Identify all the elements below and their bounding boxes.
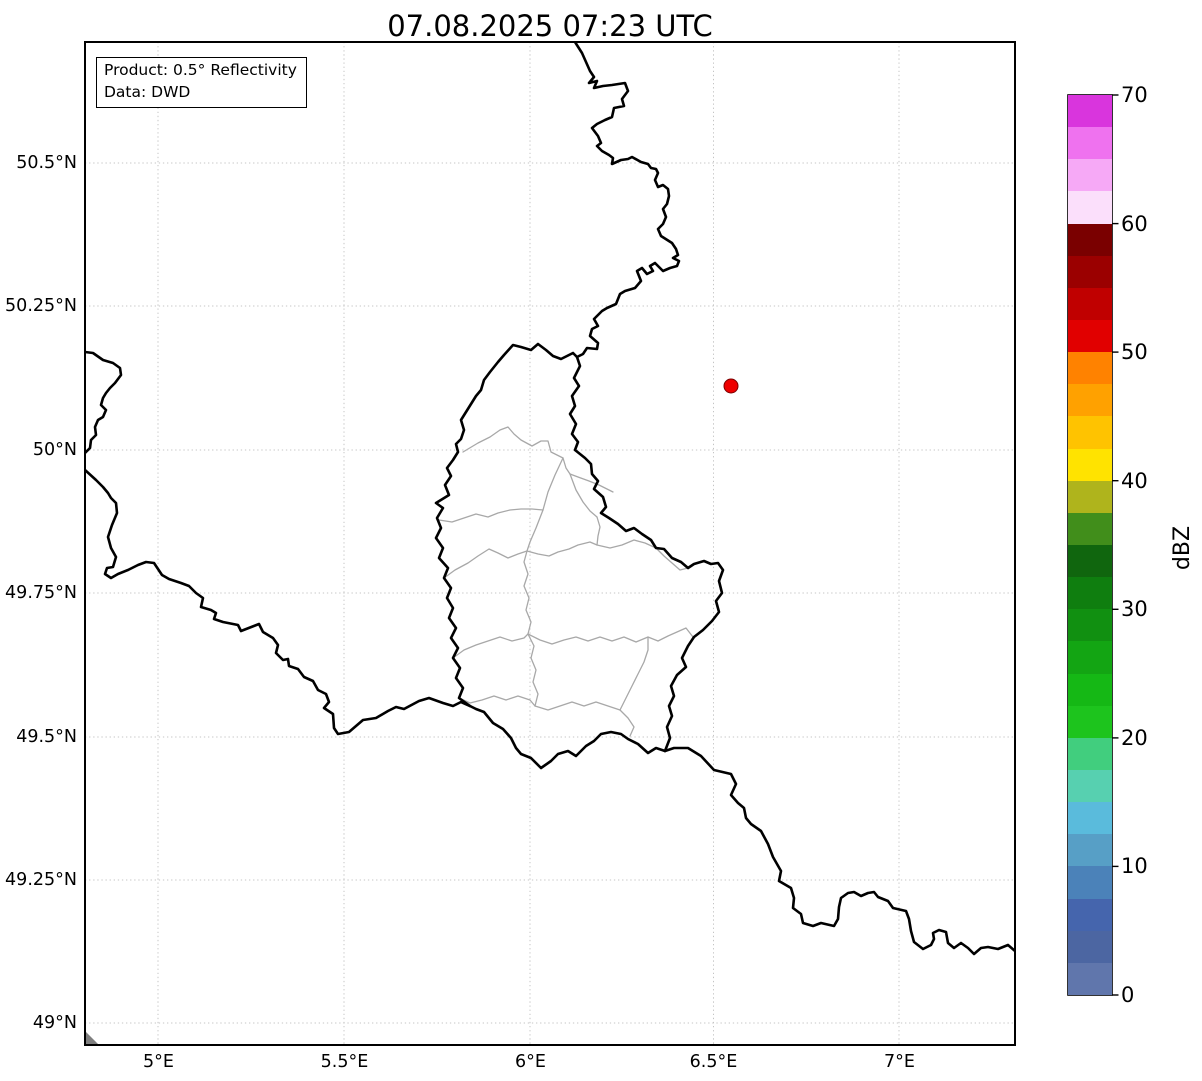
germany-belgium-border bbox=[573, 42, 681, 359]
product-label: Product: 0.5° Reflectivity bbox=[104, 61, 297, 79]
district-border bbox=[527, 633, 539, 707]
colorbar-segment bbox=[1068, 447, 1112, 481]
colorbar-segment bbox=[1068, 480, 1112, 513]
lat-tick-label-49-75n: 49.75°N bbox=[5, 583, 77, 603]
colorbar-segment bbox=[1068, 126, 1112, 160]
givet-salient-border bbox=[85, 350, 123, 455]
colorbar-segment bbox=[1068, 287, 1112, 320]
district-border bbox=[438, 508, 544, 523]
colorbar-segment bbox=[1068, 383, 1112, 417]
colorbar-segment bbox=[1068, 222, 1112, 256]
colorbar-segment bbox=[1068, 319, 1112, 353]
district-border bbox=[443, 516, 601, 579]
colorbar-tick-label-0: 0 bbox=[1121, 983, 1135, 1007]
lon-tick-label-6-5e: 6.5°E bbox=[689, 1052, 738, 1072]
lat-tick-label-49-5n: 49.5°N bbox=[16, 727, 77, 747]
lon-tick-label-7e: 7°E bbox=[884, 1052, 915, 1072]
colorbar-segment bbox=[1068, 190, 1112, 224]
luxembourg-border bbox=[434, 342, 725, 770]
district-border bbox=[619, 636, 649, 711]
district-border bbox=[523, 550, 532, 635]
red-point-marker bbox=[723, 378, 739, 394]
district-border bbox=[596, 539, 657, 549]
colorbar bbox=[1068, 95, 1112, 995]
colorbar-segment bbox=[1068, 930, 1112, 963]
colorbar-segment bbox=[1068, 351, 1112, 385]
lon-tick-label-5-5e: 5.5°E bbox=[320, 1052, 369, 1072]
colorbar-segment bbox=[1068, 608, 1112, 642]
data-source-label: Data: DWD bbox=[104, 82, 191, 101]
colorbar-segment bbox=[1068, 833, 1112, 867]
lat-tick-label-50-25n: 50.25°N bbox=[5, 296, 77, 316]
colorbar-ticks bbox=[1112, 94, 1119, 996]
colorbar-segment bbox=[1068, 672, 1112, 706]
colorbar-segment bbox=[1068, 737, 1112, 770]
district-border bbox=[655, 547, 689, 571]
colorbar-segment bbox=[1068, 512, 1112, 545]
colorbar-segment bbox=[1068, 705, 1112, 738]
colorbar-segment bbox=[1068, 865, 1112, 899]
colorbar-segment bbox=[1068, 544, 1112, 578]
colorbar-tick-label-70: 70 bbox=[1121, 83, 1148, 107]
figure-title: 07.08.2025 07:23 UTC bbox=[387, 9, 713, 43]
colorbar-segment bbox=[1068, 801, 1112, 835]
colorbar-segments bbox=[1068, 95, 1112, 995]
colorbar-unit-label: dBZ bbox=[1170, 525, 1195, 571]
lon-tick-label-5e: 5°E bbox=[143, 1052, 174, 1072]
lat-tick-label-49-25n: 49.25°N bbox=[5, 870, 77, 890]
colorbar-segment bbox=[1068, 95, 1112, 128]
colorbar-segment bbox=[1068, 897, 1112, 931]
colorbar-tick-label-40: 40 bbox=[1121, 469, 1148, 493]
france-belgium-border bbox=[85, 468, 472, 736]
lon-tick-label-6e: 6°E bbox=[515, 1052, 546, 1072]
district-borders bbox=[438, 426, 694, 737]
district-border bbox=[526, 457, 564, 552]
colorbar-tick-label-50: 50 bbox=[1121, 340, 1148, 364]
info-box: Product: 0.5° Reflectivity Data: DWD bbox=[96, 57, 307, 108]
colorbar-segment bbox=[1068, 769, 1112, 803]
colorbar-segment bbox=[1068, 158, 1112, 192]
lat-tick-label-50-5n: 50.5°N bbox=[16, 153, 77, 173]
lat-tick-label-50n: 50°N bbox=[32, 440, 77, 460]
colorbar-segment bbox=[1068, 255, 1112, 288]
map-frame bbox=[84, 41, 1016, 1046]
colorbar-tick-label-10: 10 bbox=[1121, 854, 1148, 878]
district-border bbox=[569, 473, 614, 493]
lat-tick-label-49n: 49°N bbox=[32, 1013, 77, 1033]
corner-border-fragment bbox=[85, 1031, 99, 1045]
district-border bbox=[462, 426, 598, 518]
colorbar-tick-label-20: 20 bbox=[1121, 726, 1148, 750]
colorbar-segment bbox=[1068, 576, 1112, 610]
colorbar-segment bbox=[1068, 962, 1112, 995]
district-border bbox=[458, 695, 635, 737]
colorbar-tick-label-60: 60 bbox=[1121, 212, 1148, 236]
country-borders bbox=[85, 42, 1015, 956]
district-border bbox=[452, 627, 694, 659]
colorbar-segment bbox=[1068, 415, 1112, 449]
france-germany-border bbox=[663, 746, 1015, 956]
colorbar-tick-label-30: 30 bbox=[1121, 597, 1148, 621]
colorbar-segment bbox=[1068, 640, 1112, 674]
